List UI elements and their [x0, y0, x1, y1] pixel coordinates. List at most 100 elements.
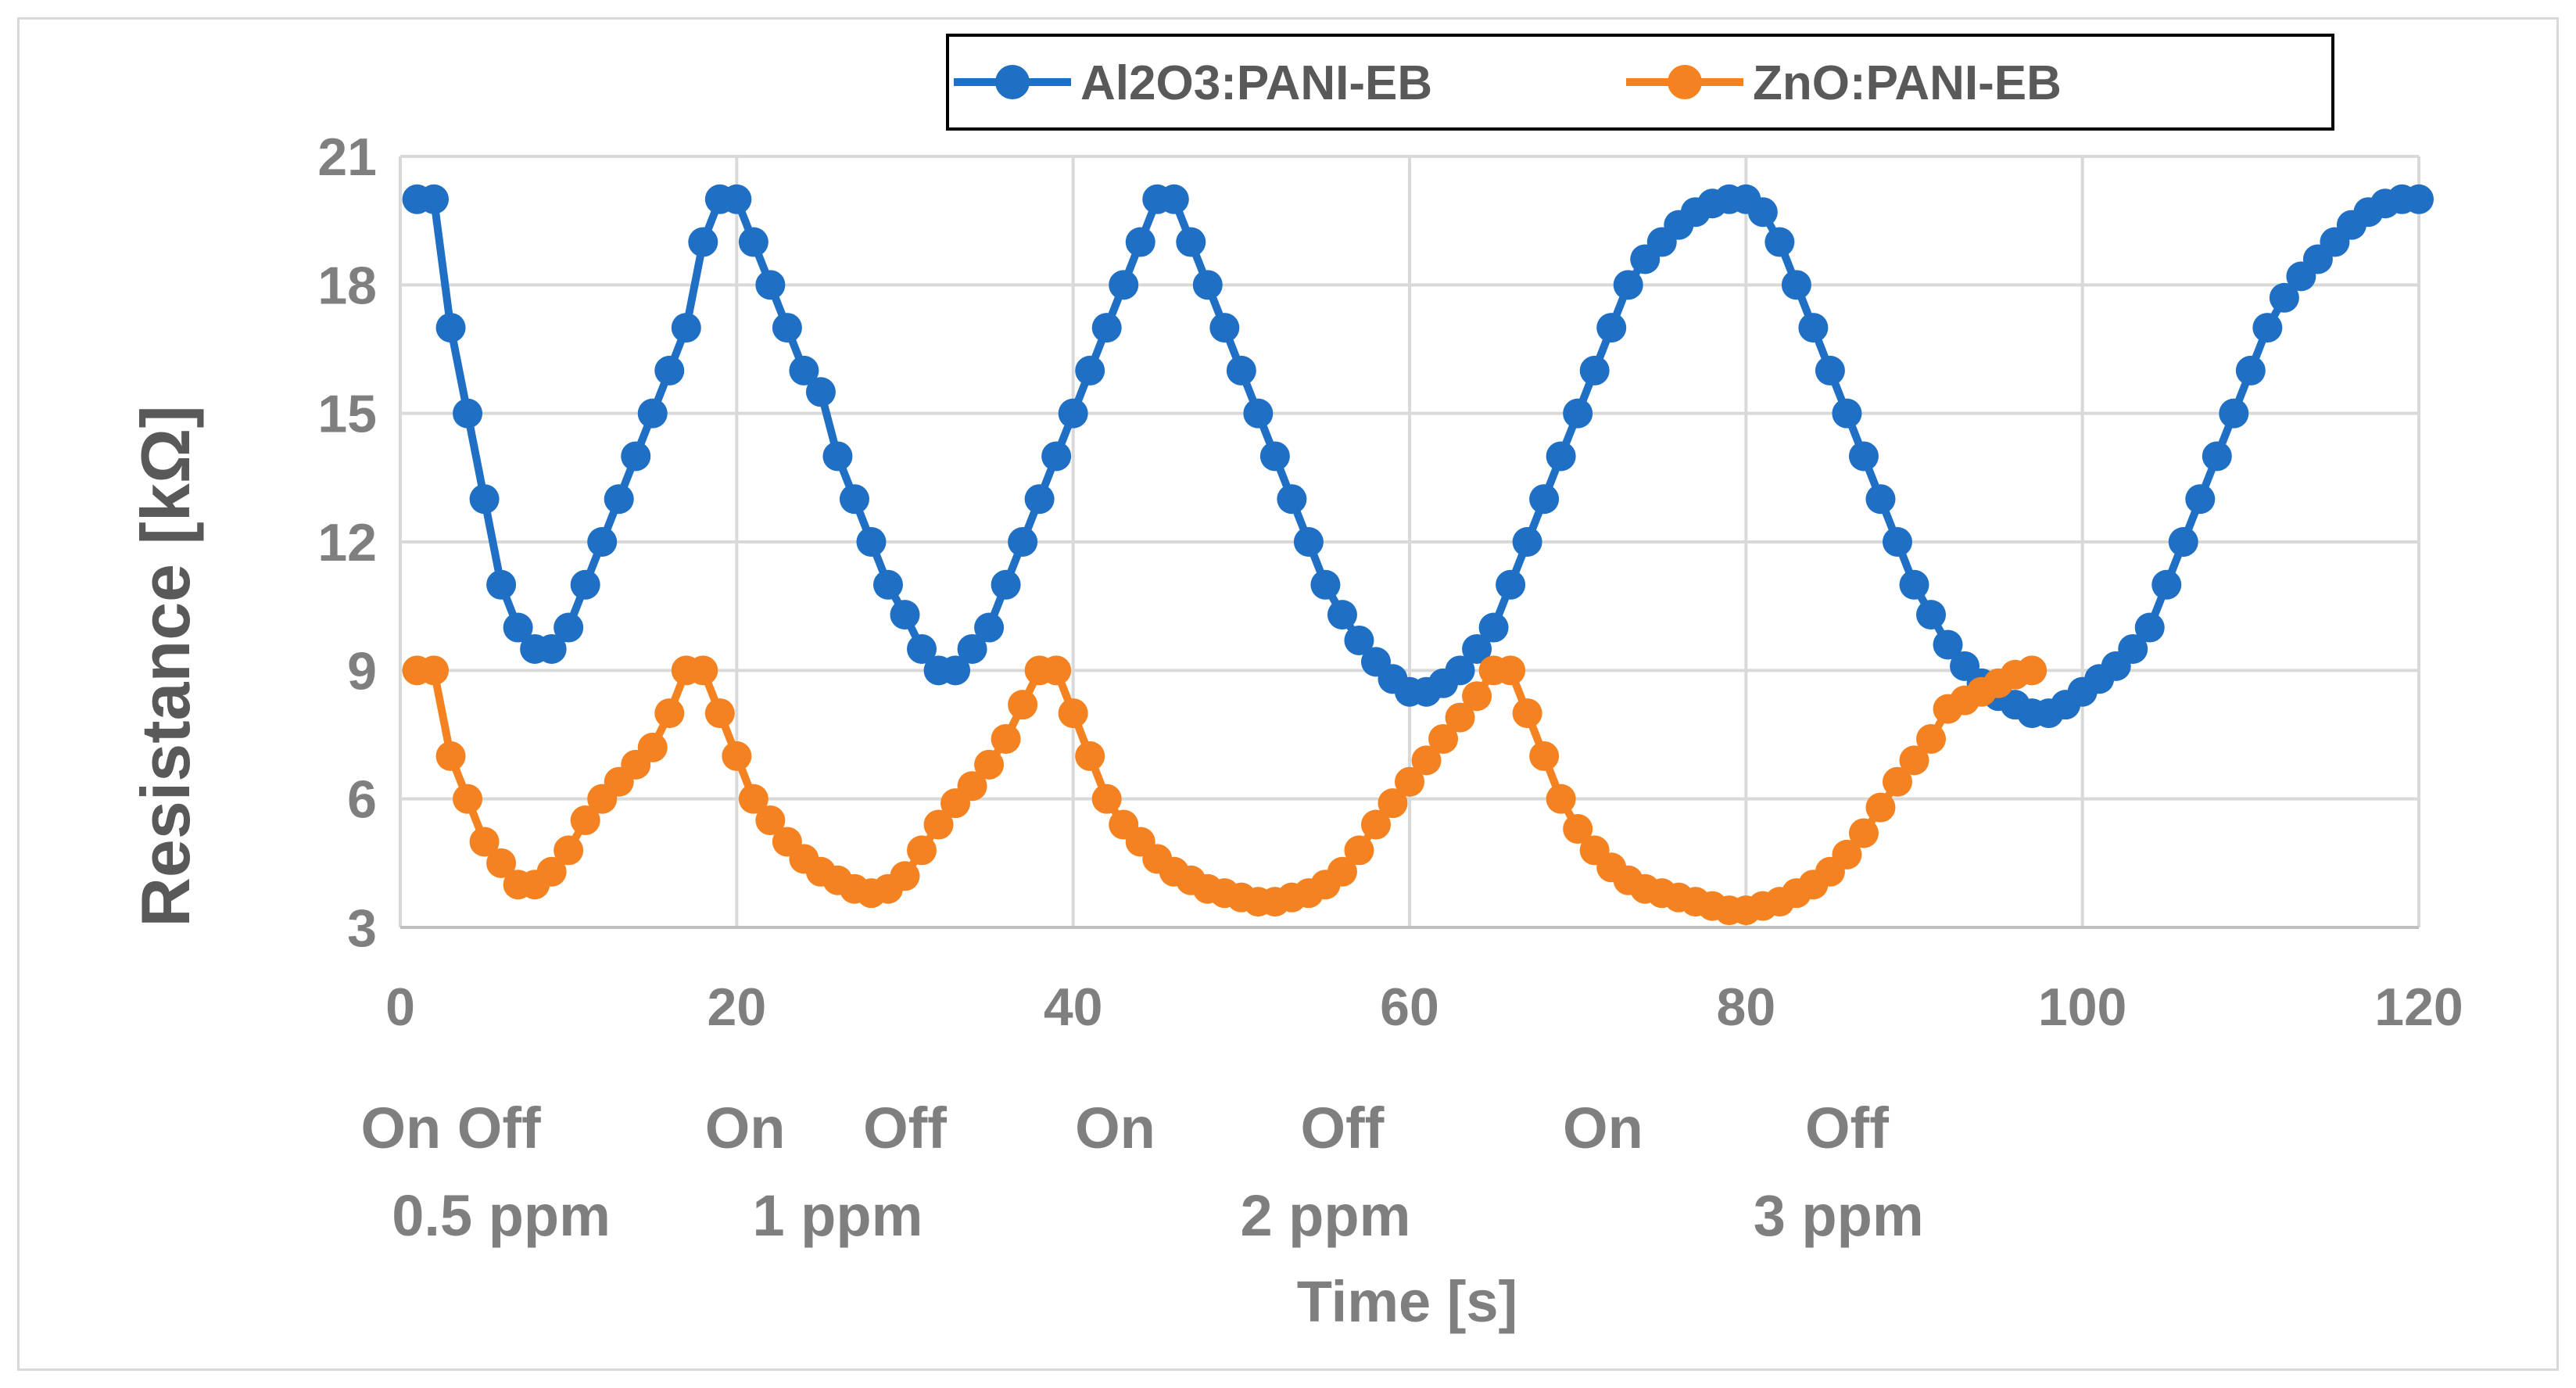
series-layer: [402, 184, 2434, 926]
data-point: [1293, 527, 1324, 557]
data-point: [1310, 569, 1341, 600]
data-point: [1058, 698, 1088, 729]
data-point: [2017, 655, 2048, 686]
annotation-row2: 0.5 ppm: [392, 1183, 611, 1248]
data-point: [1209, 313, 1240, 343]
data-point: [1277, 484, 1307, 515]
data-point: [1159, 184, 1189, 214]
data-point: [435, 313, 466, 343]
data-point: [486, 569, 517, 600]
annotation-row2: 2 ppm: [1240, 1183, 1410, 1248]
data-point: [1478, 612, 1509, 643]
data-point: [2151, 569, 2182, 600]
data-point: [789, 355, 819, 386]
data-point: [1832, 839, 1862, 870]
data-point: [1109, 270, 1139, 300]
data-point: [453, 784, 483, 814]
data-point: [486, 848, 517, 878]
data-point: [1176, 227, 1206, 257]
data-point: [536, 633, 567, 664]
legend-items: Al2O3:PANI-EB ZnO:PANI-EB: [954, 56, 2062, 110]
data-point: [503, 612, 533, 643]
data-point: [1008, 527, 1038, 557]
data-point: [1865, 484, 1896, 515]
data-point: [1075, 355, 1105, 386]
y-tick-label: 6: [347, 770, 377, 830]
data-point: [872, 569, 903, 600]
x-tick-label: 0: [385, 977, 415, 1037]
data-point: [1613, 270, 1643, 300]
data-point: [435, 741, 466, 771]
x-tick-label: 20: [708, 977, 767, 1037]
series-al2o3-pani-eb: [402, 184, 2434, 729]
data-point: [2134, 612, 2165, 643]
data-point: [755, 805, 786, 836]
data-point: [1091, 313, 1122, 343]
data-point: [688, 227, 718, 257]
x-axis-title: Time [s]: [1297, 1269, 1517, 1334]
data-point: [822, 441, 853, 472]
data-point: [1360, 809, 1391, 840]
data-point: [2219, 398, 2249, 429]
data-point: [637, 398, 668, 429]
data-point: [1327, 600, 1357, 630]
data-point: [2235, 355, 2266, 386]
data-point: [1579, 355, 1610, 386]
data-point: [1563, 398, 1593, 429]
data-point: [805, 377, 836, 407]
series-zno-pani-eb: [402, 655, 2048, 926]
y-tick-label: 21: [317, 127, 377, 187]
legend-swatch-marker: [1668, 65, 1702, 99]
data-point: [469, 827, 500, 857]
data-point: [1462, 633, 1492, 664]
data-point: [940, 655, 971, 686]
data-point: [1512, 698, 1542, 729]
data-point: [1596, 313, 1627, 343]
data-point: [1529, 741, 1560, 771]
data-point: [890, 861, 920, 891]
data-point: [604, 484, 634, 515]
data-point: [654, 698, 685, 729]
annotation-row1: On: [1563, 1096, 1643, 1160]
data-point: [1496, 655, 1526, 686]
annotation-row1: On: [705, 1096, 786, 1160]
data-point: [907, 835, 937, 866]
data-point: [2404, 184, 2434, 214]
data-point: [1916, 723, 1947, 754]
data-point: [1445, 655, 1475, 686]
data-point: [974, 612, 1005, 643]
data-point: [1243, 398, 1274, 429]
legend-entry: Al2O3:PANI-EB: [954, 56, 1432, 110]
data-point: [738, 227, 769, 257]
data-point: [907, 633, 937, 664]
data-point: [570, 805, 600, 836]
data-point: [1546, 441, 1576, 472]
data-point: [419, 184, 450, 214]
data-point: [1899, 745, 1929, 776]
data-point: [1546, 784, 1576, 814]
data-point: [1747, 197, 1778, 228]
x-tick-label: 100: [2038, 977, 2126, 1037]
data-point: [1882, 527, 1912, 557]
data-point: [991, 723, 1021, 754]
y-axis-title: Resistance [kΩ]: [127, 405, 204, 927]
annotation-row1: Off: [863, 1096, 947, 1160]
annotations: On Off On Off On Off On Off 0.5 ppm 1 ppm 2 ppm 3 …: [360, 1096, 1923, 1248]
data-point: [1882, 766, 1912, 797]
legend-entry: ZnO:PANI-EB: [1626, 56, 2062, 110]
data-point: [2185, 484, 2216, 515]
data-point: [1529, 484, 1560, 515]
data-point: [688, 655, 718, 686]
annotation-row1: On Off: [360, 1096, 541, 1160]
data-point: [469, 484, 500, 515]
data-point: [1041, 655, 1072, 686]
annotation-row2: 1 ppm: [752, 1183, 923, 1248]
data-point: [1512, 527, 1542, 557]
data-point: [1395, 766, 1424, 797]
data-point: [1058, 398, 1088, 429]
series-line: [417, 195, 2419, 718]
data-point: [2202, 441, 2232, 472]
data-point: [856, 527, 887, 557]
data-point: [957, 771, 987, 802]
data-point: [1428, 723, 1459, 754]
